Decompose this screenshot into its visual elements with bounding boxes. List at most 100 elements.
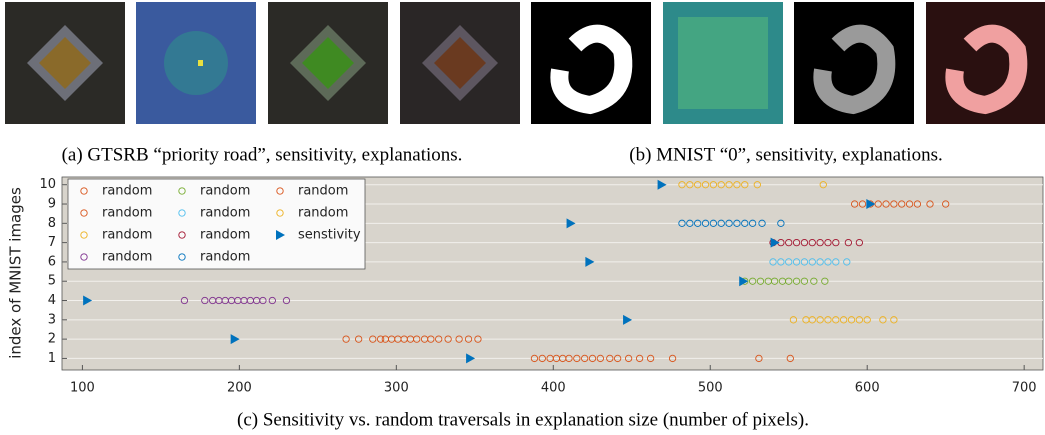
- random-marker: [709, 181, 718, 189]
- legend-marker: [80, 209, 88, 217]
- legend-label: random: [200, 206, 250, 221]
- random-marker: [800, 258, 809, 266]
- random-marker: [792, 238, 801, 247]
- random-marker: [785, 277, 793, 285]
- legend-marker: [80, 231, 88, 239]
- random-marker: [824, 316, 832, 324]
- random-marker: [741, 219, 749, 227]
- y-tick-label: 4: [48, 293, 56, 308]
- caption: (a) GTSRB “priority road”, sensitivity, …: [62, 144, 463, 165]
- random-marker: [268, 296, 276, 305]
- random-marker: [821, 277, 829, 285]
- random-marker: [816, 238, 824, 247]
- random-marker: [844, 238, 853, 247]
- sensitivity-marker: [83, 295, 93, 306]
- random-marker: [717, 219, 725, 227]
- random-marker: [748, 219, 757, 227]
- random-marker: [942, 200, 950, 208]
- random-marker: [474, 335, 482, 343]
- legend-label: random: [102, 184, 152, 199]
- random-marker: [678, 219, 686, 227]
- random-marker: [741, 181, 749, 189]
- random-marker: [879, 316, 887, 324]
- random-marker: [530, 354, 539, 363]
- legend-label: random: [102, 250, 152, 265]
- random-marker: [926, 200, 934, 208]
- random-marker: [709, 219, 718, 227]
- x-tick-label: 500: [698, 381, 723, 396]
- legend-box: [67, 178, 366, 270]
- random-marker: [758, 219, 766, 227]
- legend-label: random: [200, 184, 250, 199]
- random-marker: [785, 258, 793, 266]
- thumbnails: [5, 2, 1045, 124]
- random-marker: [786, 354, 794, 363]
- random-marker: [342, 335, 350, 343]
- image-explanation: [945, 24, 1028, 115]
- random-marker: [282, 296, 291, 305]
- random-marker: [201, 296, 209, 305]
- random-marker: [694, 181, 702, 189]
- legend-marker: [276, 230, 285, 240]
- random-marker: [824, 258, 832, 266]
- random-marker: [596, 354, 605, 363]
- sensitivity-marker: [566, 218, 576, 229]
- random-marker: [538, 354, 546, 363]
- y-tick-label: 3: [48, 312, 56, 327]
- random-marker: [890, 316, 898, 324]
- random-marker: [427, 335, 435, 343]
- legend-marker: [178, 187, 186, 195]
- random-marker: [748, 277, 757, 285]
- x-tick-label: 600: [855, 381, 880, 396]
- random-marker: [635, 354, 644, 363]
- random-marker: [717, 181, 725, 189]
- random-marker: [843, 258, 851, 266]
- y-tick-label: 10: [39, 177, 56, 192]
- random-marker: [686, 219, 694, 227]
- random-marker: [890, 200, 898, 208]
- image-explanation: [434, 37, 486, 89]
- random-marker: [701, 219, 710, 227]
- random-marker: [840, 316, 848, 324]
- legend-label: random: [102, 228, 152, 243]
- random-marker: [369, 335, 377, 343]
- random-marker: [355, 335, 363, 343]
- image-heatmap: [678, 17, 768, 109]
- random-marker: [824, 238, 832, 247]
- caption: (b) MNIST “0”, sensitivity, explanations…: [629, 144, 942, 165]
- random-marker: [435, 335, 443, 343]
- random-marker: [789, 316, 798, 324]
- random-marker: [858, 200, 867, 208]
- random-marker: [785, 238, 793, 247]
- y-axis-label: index of MNIST images: [7, 187, 25, 359]
- random-marker: [905, 200, 914, 208]
- y-tick-label: 1: [48, 351, 56, 366]
- y-tick-label: 6: [48, 254, 56, 269]
- random-marker: [678, 181, 686, 189]
- random-marker: [832, 316, 840, 324]
- random-marker: [581, 354, 589, 363]
- random-marker: [816, 316, 824, 324]
- random-marker: [376, 335, 385, 343]
- random-marker: [913, 200, 922, 208]
- random-marker: [808, 316, 816, 324]
- random-marker: [686, 181, 694, 189]
- random-marker: [769, 258, 777, 266]
- random-marker: [701, 181, 710, 189]
- random-marker: [832, 238, 840, 247]
- y-tick-label: 2: [48, 332, 56, 347]
- legend-marker: [80, 253, 88, 261]
- x-tick-label: 200: [227, 381, 252, 396]
- legend-label: random: [200, 250, 250, 265]
- random-marker: [816, 258, 824, 266]
- image-explanation: [813, 24, 896, 115]
- legend-marker: [178, 231, 186, 239]
- random-marker: [588, 354, 597, 363]
- sensitivity-marker: [623, 314, 633, 325]
- x-tick-label: 700: [1012, 381, 1037, 396]
- random-marker: [850, 200, 859, 208]
- sensitivity-marker: [466, 353, 476, 364]
